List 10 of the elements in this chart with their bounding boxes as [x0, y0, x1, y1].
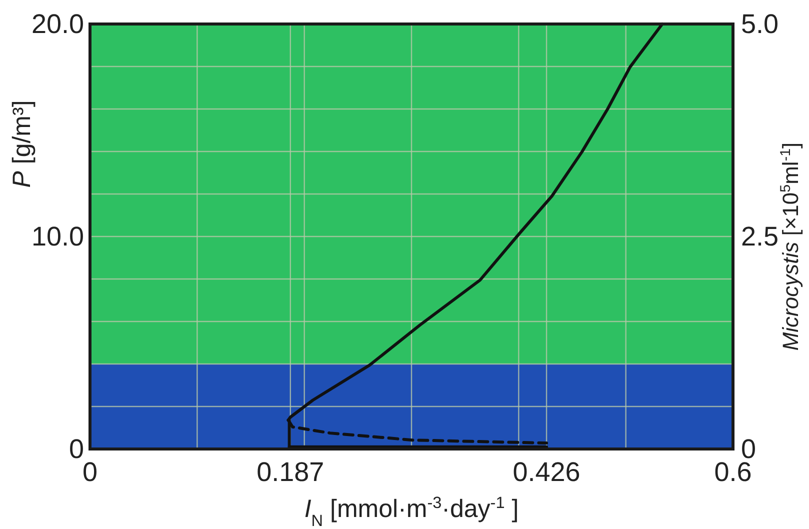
x-tick-label: 0.426: [512, 457, 580, 487]
x-axis-title: I$_{N}$ [mmol·m$^{-3}$·day$^{-1}$ ]: [304, 494, 519, 529]
y2-tick-label: 5.0: [741, 9, 779, 39]
y2-tick-label: 2.5: [741, 222, 779, 252]
y-tick-label: 10.0: [31, 222, 84, 252]
y-axis-title: P [g/m³]: [8, 100, 36, 188]
y-tick-label: 20.0: [31, 9, 84, 39]
x-tick-label: 0.187: [256, 457, 324, 487]
y-tick-label: 0: [68, 434, 84, 464]
x-tick-label: 0.6: [714, 457, 752, 487]
